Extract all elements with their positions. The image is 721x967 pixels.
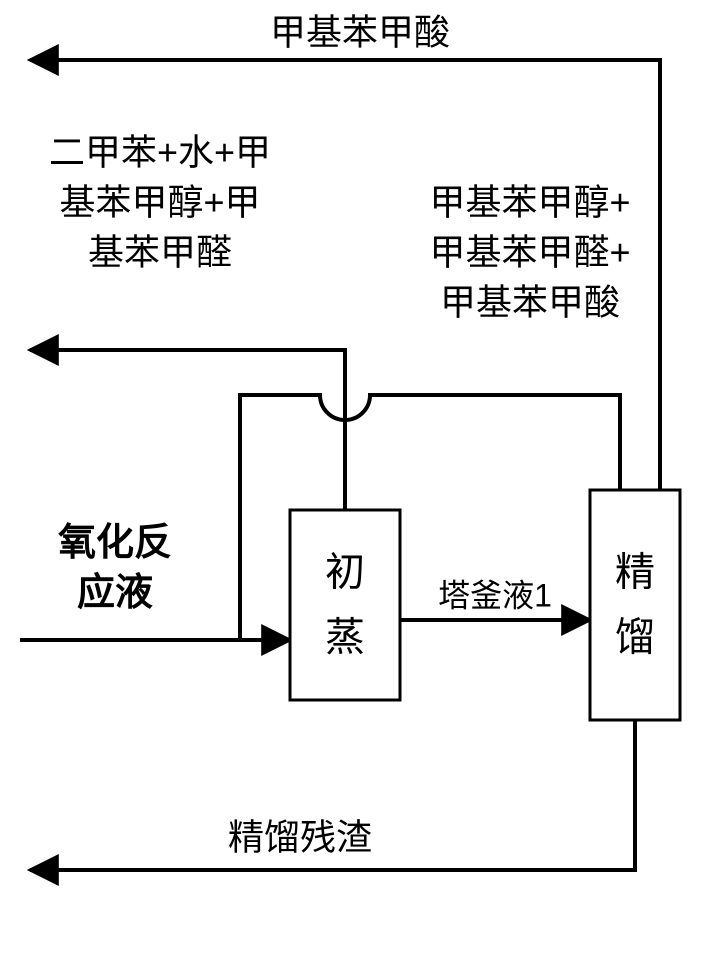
label-top-recycle: 甲基苯甲酸 (270, 12, 450, 53)
flowchart-canvas: 初 蒸 精 馏 甲基苯甲酸 二甲苯+水+甲 基苯甲醇+甲 基苯甲醛 甲基苯甲醇+… (0, 0, 721, 967)
node-rectification (590, 490, 680, 720)
label-feed-1: 氧化反 (58, 522, 172, 564)
label-right-mid-1: 甲基苯甲醇+ (429, 182, 630, 223)
node-primary-distillation-label-1: 初 (325, 551, 365, 595)
node-primary-distillation-label-2: 蒸 (325, 616, 365, 660)
label-feed-2: 应液 (77, 572, 153, 614)
node-primary-distillation (290, 510, 400, 700)
node-rectification-label-1: 精 (615, 551, 655, 595)
label-right-mid-3: 甲基苯甲酸 (440, 282, 620, 323)
label-right-mid-2: 甲基苯甲醛+ (429, 232, 630, 273)
edge-left-top-out (30, 350, 345, 510)
node-rectification-label-2: 馏 (615, 616, 655, 660)
label-mid-stream: 塔釜液1 (438, 577, 552, 613)
label-left-top-out-2: 基苯甲醇+甲 (59, 182, 260, 223)
label-left-top-out-1: 二甲苯+水+甲 (49, 132, 271, 173)
label-bottom-residue: 精馏残渣 (228, 817, 372, 858)
label-left-top-out-3: 基苯甲醛 (88, 232, 232, 273)
